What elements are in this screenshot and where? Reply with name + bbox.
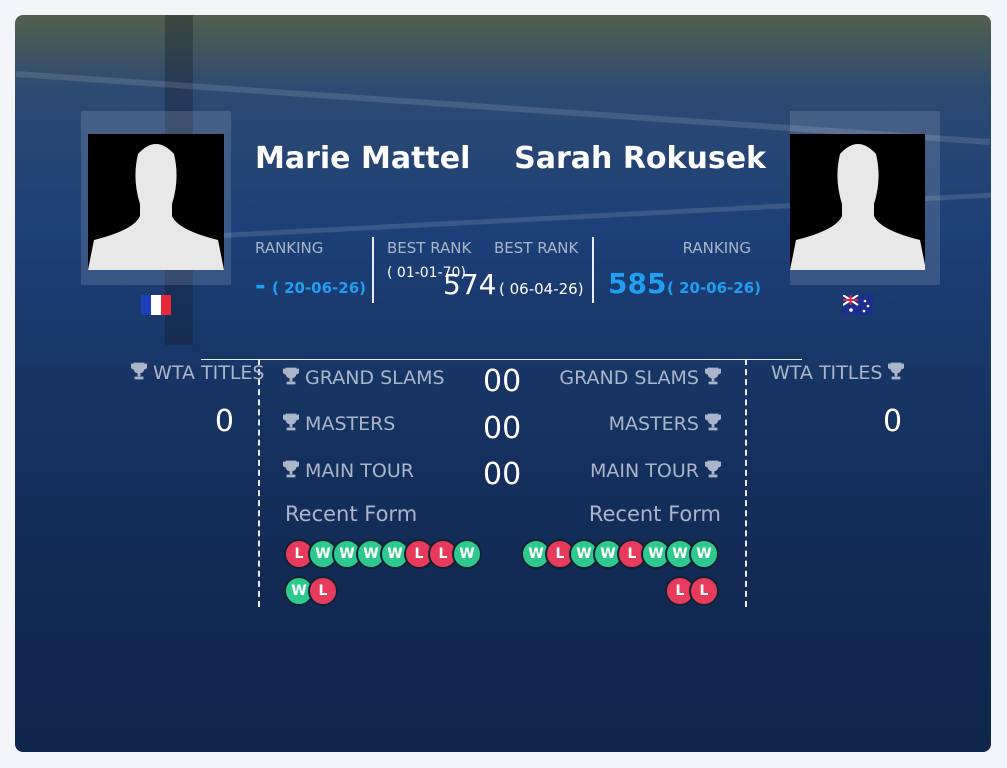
recent-form-label: Recent Form: [285, 502, 418, 526]
trophy-icon: [282, 413, 300, 431]
label: MASTERS: [608, 413, 699, 435]
icon: [888, 362, 905, 384]
form-result: L: [689, 576, 719, 606]
silhouette: [88, 144, 224, 270]
label: WTA TITLES: [771, 362, 883, 384]
ranking-date: ( 20-06-26): [272, 279, 367, 297]
titles-label: WTA TITLES: [771, 362, 905, 384]
trophy-icon: [282, 460, 300, 478]
icon: [282, 413, 300, 435]
label: MAIN TOUR: [590, 460, 699, 482]
label: RANKING: [255, 239, 324, 257]
label: MASTERS: [305, 413, 396, 435]
form-result: W: [521, 539, 551, 569]
label: BEST RANK: [494, 239, 579, 257]
trophy-icon: [130, 362, 148, 380]
flag-france: [141, 295, 171, 315]
form-result: W: [452, 539, 482, 569]
stat-label: MAIN TOUR: [282, 460, 414, 482]
icon: [704, 460, 722, 482]
h2h-value: 00: [483, 457, 522, 492]
trophy-icon: [704, 413, 722, 431]
dashed-divider: [745, 359, 747, 607]
label: WTA TITLES: [153, 362, 265, 384]
dashed-divider: [258, 359, 260, 607]
label: BEST RANK: [387, 239, 472, 257]
best-rank-date: ( 06-04-26): [499, 280, 584, 298]
stat-label: MASTERS: [608, 413, 722, 435]
stat-label: GRAND SLAMS: [559, 367, 722, 389]
trophy-icon: [282, 367, 300, 385]
icon: [282, 367, 300, 389]
trophy-icon: [704, 367, 722, 385]
divider: [372, 237, 374, 303]
titles-label: WTA TITLES: [130, 362, 265, 384]
form-result: W: [569, 539, 599, 569]
titles: 0: [214, 404, 234, 439]
silhouette: [790, 144, 925, 270]
icon: [704, 367, 722, 389]
divider: [592, 237, 594, 303]
h2h-value: 00: [483, 411, 522, 446]
titles: 0: [883, 404, 903, 439]
stat-label: MAIN TOUR: [590, 460, 722, 482]
player-name[interactable]: Sarah Rokusek: [514, 141, 766, 176]
best-rank-date: ( 01-01-70): [387, 265, 466, 281]
label: GRAND SLAMS: [559, 367, 699, 389]
icon: [130, 362, 148, 384]
label: RANKING: [682, 239, 751, 257]
icon: [282, 460, 300, 482]
avatar: [88, 134, 224, 270]
separator: [201, 359, 802, 360]
stat-label: MASTERS: [282, 413, 396, 435]
form-result: W: [689, 539, 719, 569]
form-result: L: [308, 576, 338, 606]
h2h-value: 00: [483, 364, 522, 399]
label: MAIN TOUR: [305, 460, 414, 482]
best-rank: 574: [443, 268, 497, 301]
ranking: -: [255, 271, 266, 301]
icon: [704, 413, 722, 435]
ranking: 585: [608, 267, 667, 300]
trophy-icon: [704, 460, 722, 478]
label: GRAND SLAMS: [305, 367, 445, 389]
comparison-card: Marie Mattel Sarah Rokusek RANKING - ( 2…: [15, 15, 991, 752]
ranking-date: ( 20-06-26): [667, 279, 762, 297]
recent-form-label: Recent Form: [588, 502, 721, 526]
player-name[interactable]: Marie Mattel: [255, 141, 471, 176]
flag-australia: [843, 295, 873, 315]
avatar: [790, 134, 925, 270]
trophy-icon: [888, 362, 905, 380]
stat-label: GRAND SLAMS: [282, 367, 445, 389]
